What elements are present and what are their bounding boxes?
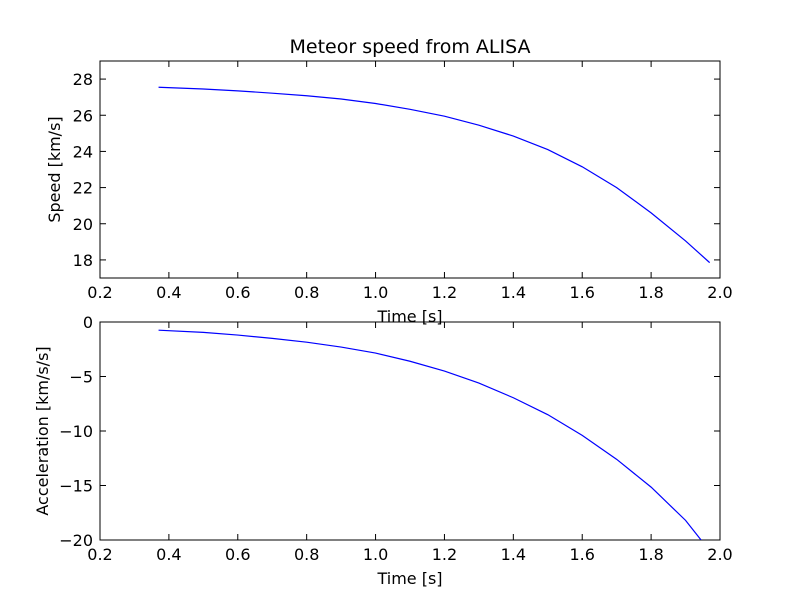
acceleration-ytick-label: 0 <box>83 313 93 332</box>
acceleration-series-line <box>158 329 702 540</box>
acceleration-ytick-label: −15 <box>59 477 93 496</box>
speed-ytick-label: 18 <box>73 251 93 270</box>
speed-xtick-label: 0.2 <box>87 283 112 302</box>
acceleration-xtick-label: 0.6 <box>225 545 250 564</box>
speed-xtick-label: 2.0 <box>707 283 732 302</box>
speed-subplot: 0.2 0.4 0.6 0.8 1.0 1.2 1.4 1.6 1.8 2.0 18 20 22 24 26… <box>45 36 733 326</box>
acceleration-subplot: 0.2 0.4 0.6 0.8 1.0 1.2 1.4 1.6 1.8 2.0 0 −5 −10 −15 −… <box>33 313 733 588</box>
speed-xtick-label: 1.6 <box>569 283 594 302</box>
acceleration-xtick-label: 0.2 <box>87 545 112 564</box>
speed-xtick-label: 0.8 <box>294 283 319 302</box>
acceleration-xtick-label: 0.4 <box>156 545 181 564</box>
speed-title: Meteor speed from ALISA <box>290 36 531 58</box>
acceleration-ylabel: Acceleration [km/s/s] <box>33 346 52 515</box>
acceleration-xtick-label: 1.2 <box>432 545 457 564</box>
acceleration-xlabel: Time [s] <box>376 569 442 588</box>
acceleration-ytick-label: −5 <box>69 368 93 387</box>
acceleration-ytick-label: −20 <box>59 531 93 550</box>
acceleration-ytick-label: −10 <box>59 422 93 441</box>
acceleration-xtick-label: 1.6 <box>569 545 594 564</box>
speed-ytick-label: 26 <box>73 106 93 125</box>
speed-ylabel: Speed [km/s] <box>45 116 64 222</box>
acceleration-xtick-label: 0.8 <box>294 545 319 564</box>
speed-xtick-label: 1.2 <box>432 283 457 302</box>
speed-ytick-label: 20 <box>73 215 93 234</box>
speed-ytick-label: 24 <box>73 142 93 161</box>
speed-xtick-label: 0.6 <box>225 283 250 302</box>
speed-series-line <box>158 86 711 264</box>
speed-xtick-label: 1.0 <box>363 283 388 302</box>
speed-xlabel: Time [s] <box>376 307 442 326</box>
speed-xtick-label: 1.8 <box>638 283 663 302</box>
speed-ytick-label: 28 <box>73 70 93 89</box>
speed-axes-frame <box>99 60 721 279</box>
speed-ytick-label: 22 <box>73 179 93 198</box>
acceleration-xtick-label: 2.0 <box>707 545 732 564</box>
acceleration-xtick-label: 1.8 <box>638 545 663 564</box>
speed-xtick-label: 1.4 <box>501 283 526 302</box>
speed-xtick-label: 0.4 <box>156 283 181 302</box>
acceleration-xtick-label: 1.0 <box>363 545 388 564</box>
acceleration-xtick-label: 1.4 <box>501 545 526 564</box>
